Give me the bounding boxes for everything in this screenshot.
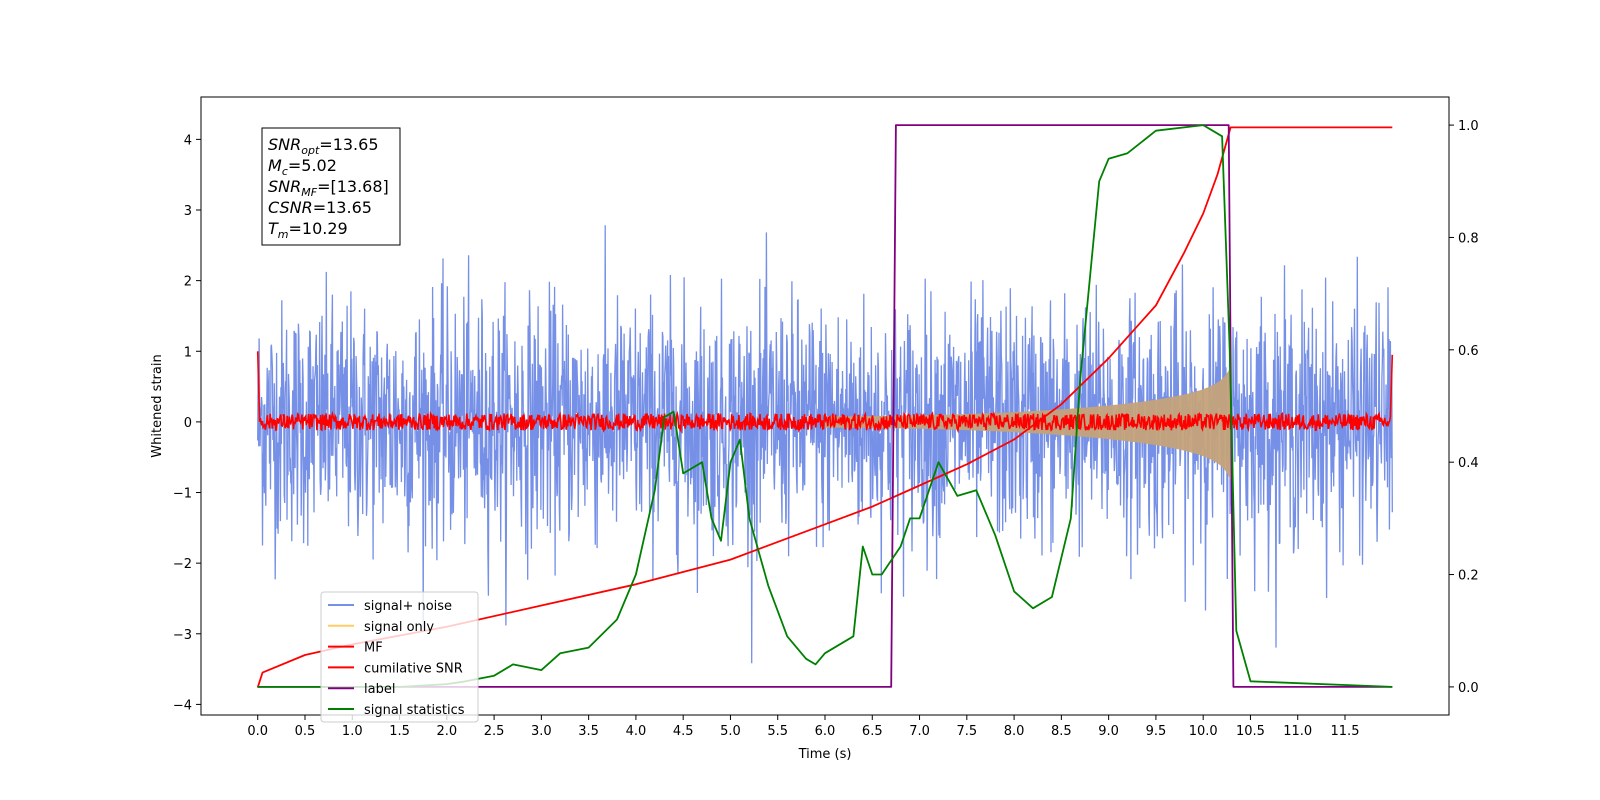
series-signal-statistics <box>257 124 1393 688</box>
y-axis-right: 0.0 0.2 0.4 0.6 0.8 1.0 <box>1449 119 1479 696</box>
x-tick-label: 1.0 <box>342 724 363 739</box>
x-tick-label: 2.0 <box>436 724 457 739</box>
y2-tick-label: 0.2 <box>1458 569 1479 584</box>
x-tick-label: 1.5 <box>389 724 410 739</box>
legend-entry-signal-only: signal only <box>364 620 434 635</box>
y-tick-label: 1 <box>184 345 192 360</box>
info-box-line: CSNR=13.65 <box>268 198 372 217</box>
legend: signal+ noise signal only MF cumilative SNR… <box>320 591 479 723</box>
info-box-line: SNRopt=13.65 <box>268 135 379 157</box>
info-value: =[13.68] <box>317 177 389 196</box>
info-value: =10.29 <box>289 219 348 238</box>
x-tick-label: 3.5 <box>578 724 599 739</box>
info-base: CSNR <box>268 198 313 217</box>
x-tick-label: 6.0 <box>815 724 836 739</box>
y2-tick-label: 0.6 <box>1458 344 1479 359</box>
info-box-line: Tm=10.29 <box>268 219 348 241</box>
legend-entry-signal-statistics: signal statistics <box>364 703 465 718</box>
info-base: T <box>268 219 279 238</box>
info-sub: c <box>282 165 288 178</box>
info-sub: opt <box>301 144 320 157</box>
y-axis-left: −4 −3 −2 −1 0 1 2 3 4 <box>173 133 201 713</box>
legend-entry-mf: MF <box>364 641 383 656</box>
series-mf <box>256 351 1394 434</box>
x-tick-label: 9.5 <box>1146 724 1167 739</box>
x-axis: 0.0 0.5 1.0 1.5 2.0 2.5 3.0 3.5 4.0 4.5 5.0 5.5 6.0 6… <box>247 715 1359 739</box>
series-label <box>257 124 1393 688</box>
info-sub: m <box>278 228 289 241</box>
y-tick-label: −2 <box>173 557 192 572</box>
x-tick-label: 10.0 <box>1189 724 1218 739</box>
info-base: SNR <box>268 135 301 154</box>
y-tick-label: 2 <box>184 275 192 290</box>
y-tick-label: −1 <box>173 487 192 502</box>
info-box-frame <box>261 127 401 246</box>
info-value: =13.65 <box>319 135 378 154</box>
y2-tick-label: 1.0 <box>1458 119 1479 134</box>
x-tick-label: 0.5 <box>295 724 316 739</box>
y-tick-label: −4 <box>173 698 192 713</box>
legend-entry-label: label <box>364 682 395 697</box>
x-tick-label: 7.5 <box>956 724 977 739</box>
x-tick-label: 4.5 <box>673 724 694 739</box>
legend-entry-signal-noise: signal+ noise <box>364 599 452 614</box>
x-tick-label: 5.5 <box>767 724 788 739</box>
x-tick-label: 10.5 <box>1236 724 1265 739</box>
info-base: SNR <box>268 177 301 196</box>
info-box-line: SNRMF=[13.68] <box>268 177 389 199</box>
info-box: SNRopt=13.65Mc=5.02SNRMF=[13.68]CSNR=13.… <box>261 127 401 246</box>
x-tick-label: 3.0 <box>531 724 552 739</box>
x-tick-label: 6.5 <box>862 724 883 739</box>
x-tick-label: 7.0 <box>909 724 930 739</box>
info-box-line: Mc=5.02 <box>268 156 337 178</box>
x-tick-label: 4.0 <box>626 724 647 739</box>
x-tick-label: 9.0 <box>1098 724 1119 739</box>
x-tick-label: 11.5 <box>1331 724 1360 739</box>
y2-tick-label: 0.4 <box>1458 456 1479 471</box>
y-tick-label: 0 <box>184 416 192 431</box>
x-tick-label: 2.5 <box>484 724 505 739</box>
y2-tick-label: 0.8 <box>1458 231 1479 246</box>
y-axis-label: Whitened strain <box>150 354 165 457</box>
x-tick-label: 11.0 <box>1283 724 1312 739</box>
info-base: M <box>268 156 282 175</box>
info-value: =13.65 <box>313 198 372 217</box>
y-tick-label: −3 <box>173 628 192 643</box>
series-signal-only <box>825 365 1231 481</box>
y-tick-label: 3 <box>184 204 192 219</box>
x-axis-label: Time (s) <box>798 747 852 762</box>
x-tick-label: 8.5 <box>1051 724 1072 739</box>
x-tick-label: 5.0 <box>720 724 741 739</box>
legend-frame <box>320 591 479 723</box>
x-tick-label: 8.0 <box>1004 724 1025 739</box>
y2-tick-label: 0.0 <box>1458 681 1479 696</box>
y-tick-label: 4 <box>184 133 192 148</box>
x-tick-label: 0.0 <box>247 724 268 739</box>
info-value: =5.02 <box>288 156 337 175</box>
info-sub: MF <box>301 186 317 199</box>
legend-entry-cumilative-snr: cumilative SNR <box>364 661 463 676</box>
